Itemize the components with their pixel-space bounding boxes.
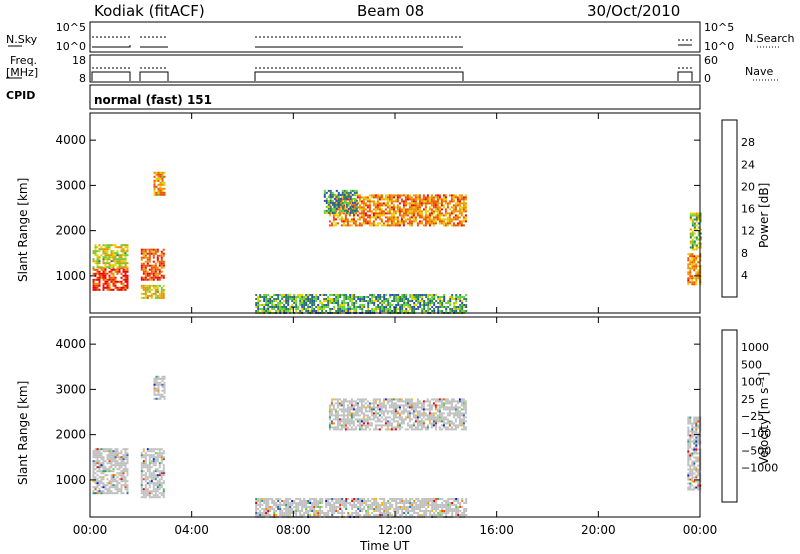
- velocity-colorbar-tick: −25: [741, 410, 764, 423]
- power-colorbar-tick: 16: [741, 203, 755, 216]
- xtick-label: 16:00: [479, 523, 514, 537]
- velocity-colorbar-tick: −100: [741, 427, 771, 440]
- power-echo-region: [92, 244, 129, 269]
- power-echo-region: [140, 248, 165, 281]
- nave-label: Nave: [745, 65, 774, 78]
- nsearch-tick-top: 10^5: [704, 21, 734, 34]
- velocity-colorbar-tick: 100: [741, 376, 762, 389]
- xtick-label: 08:00: [276, 523, 311, 537]
- power-echo-region: [140, 284, 165, 299]
- nsearch-label: N.Search: [745, 32, 795, 45]
- power-echo-region: [92, 266, 129, 291]
- nave-tick-bottom: 0: [704, 72, 711, 85]
- power-echo-region: [687, 253, 702, 286]
- velocity-echo-region: [92, 448, 129, 495]
- xtick-label: 12:00: [378, 523, 413, 537]
- power-colorbar-tick: 12: [741, 225, 755, 238]
- power-echo-region: [323, 189, 358, 214]
- power-panel: [92, 171, 702, 314]
- velocity-cbar-label: Velocity [m s⁻¹]: [757, 371, 771, 465]
- power-echo-region: [153, 171, 166, 196]
- beam-title: Beam 08: [357, 2, 425, 20]
- power-echo-region: [328, 194, 467, 227]
- cpid-text: normal (fast) 151: [94, 93, 212, 107]
- nave-tick-top: 60: [704, 54, 718, 67]
- power-colorbar-tick: 8: [741, 247, 748, 260]
- velocity-ytick-label: 1000: [55, 473, 86, 487]
- xtick-label: 00:00: [73, 523, 108, 537]
- velocity-ytick-label: 4000: [55, 337, 86, 351]
- velocity-echo-region: [153, 375, 166, 400]
- power-ytick-label: 2000: [55, 224, 86, 238]
- freq-tick-top: 18: [72, 54, 86, 67]
- power-ytick-label: 4000: [55, 133, 86, 147]
- freq-label: Freq.: [10, 54, 38, 67]
- xtick-label: 00:00: [683, 523, 718, 537]
- velocity-panel: [92, 375, 702, 518]
- velocity-colorbar-tick: −500: [741, 444, 771, 457]
- velocity-ytick-label: 3000: [55, 382, 86, 396]
- power-echo-region: [689, 212, 702, 251]
- nsearch-tick-bottom: 10^0: [704, 40, 734, 53]
- xaxis-label: Time UT: [360, 539, 410, 553]
- xtick-label: 20:00: [581, 523, 616, 537]
- velocity-colorbar-frame: [721, 329, 738, 503]
- velocity-colorbar-tick: 1000: [741, 341, 769, 354]
- velocity-ytick-label: 2000: [55, 428, 86, 442]
- velocity-echo-region: [140, 448, 165, 499]
- velocity-ylabel: Slant Range [km]: [16, 380, 30, 485]
- noise-trace: [92, 36, 692, 48]
- nsky-label: N.Sky: [6, 33, 38, 46]
- freq-panel-frame: [89, 54, 701, 83]
- freq-tick-bottom: 8: [79, 72, 86, 85]
- axes-layer: 1000 2000 3000 4000 1000 2000 3000 4000 00:00 04:…: [55, 112, 718, 537]
- power-colorbar-tick: 4: [741, 269, 748, 282]
- velocity-echo-region: [255, 498, 468, 518]
- velocity-colorbar-tick: 500: [741, 358, 762, 371]
- cpid-label: CPID: [6, 89, 36, 102]
- date-title: 30/Oct/2010: [587, 2, 681, 20]
- velocity-colorbar-tick: −1000: [741, 462, 778, 475]
- power-ytick-label: 3000: [55, 178, 86, 192]
- power-ylabel: Slant Range [km]: [16, 177, 30, 282]
- cpid-panel-frame: [89, 84, 701, 110]
- nsky-tick-bottom: 10^0: [56, 40, 86, 53]
- colorbars: 4 8 12 16 20 24 28 1000 500 100 25 −25 −100 −500 −1000: [721, 119, 778, 503]
- nsky-tick-top: 10^5: [56, 21, 86, 34]
- velocity-colorbar-tick: 25: [741, 393, 755, 406]
- power-cbar-label: Power [dB]: [757, 182, 771, 248]
- freq-trace: [91, 67, 693, 81]
- station-title: Kodiak (fitACF): [94, 2, 205, 20]
- velocity-echo-region: [328, 398, 467, 431]
- power-ytick-label: 1000: [55, 269, 86, 283]
- noise-panel-frame: [89, 21, 701, 53]
- power-colorbar-tick: 20: [741, 180, 755, 193]
- power-echo-region: [255, 294, 468, 314]
- power-colorbar-frame: [721, 119, 738, 298]
- mhz-label: [MHz]: [6, 66, 39, 79]
- power-colorbar-tick: 28: [741, 136, 755, 149]
- xtick-label: 04:00: [174, 523, 209, 537]
- power-colorbar-tick: 24: [741, 158, 755, 171]
